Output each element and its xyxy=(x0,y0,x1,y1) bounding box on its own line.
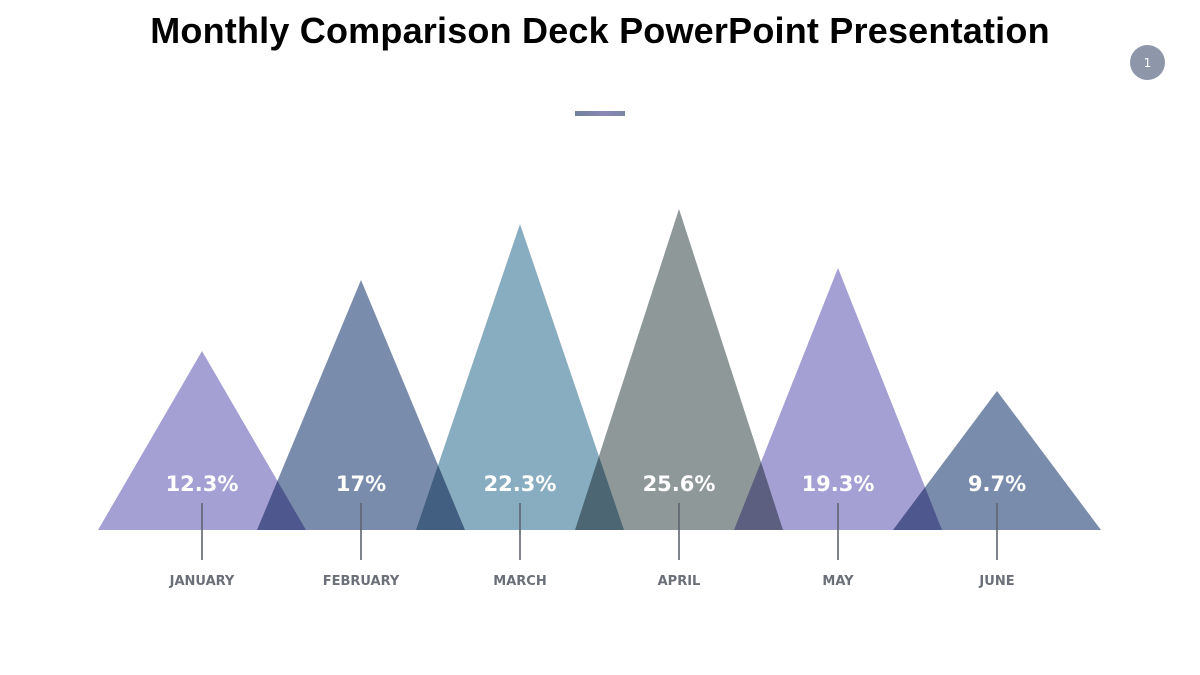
value-label: 25.6% xyxy=(643,472,716,496)
slide-title: Monthly Comparison Deck PowerPoint Prese… xyxy=(150,10,1050,51)
triangle-january xyxy=(98,351,306,530)
value-label: 22.3% xyxy=(484,472,557,496)
triangle-april xyxy=(575,209,783,530)
triangle-may xyxy=(734,268,942,530)
month-label: JUNE xyxy=(978,574,1014,589)
month-label: FEBRUARY xyxy=(323,574,400,589)
triangle-june xyxy=(893,391,1101,530)
triangle-february xyxy=(257,280,465,530)
value-label: 9.7% xyxy=(968,472,1026,496)
value-label: 19.3% xyxy=(802,472,875,496)
month-label: APRIL xyxy=(658,574,701,589)
page-number-badge: 1 xyxy=(1130,45,1165,80)
value-label: 17% xyxy=(336,472,386,496)
value-label: 12.3% xyxy=(166,472,239,496)
triangle-layer xyxy=(98,209,1101,530)
label-layer: 12.3% JANUARY 17% FEBRUARY 22.3% MARCH 25.6% AP… xyxy=(166,472,1027,589)
title-accent-bar xyxy=(575,111,625,116)
month-label: MAY xyxy=(822,574,854,589)
triangle-march xyxy=(416,224,624,530)
month-label: MARCH xyxy=(493,574,546,589)
month-label: JANUARY xyxy=(169,574,235,589)
